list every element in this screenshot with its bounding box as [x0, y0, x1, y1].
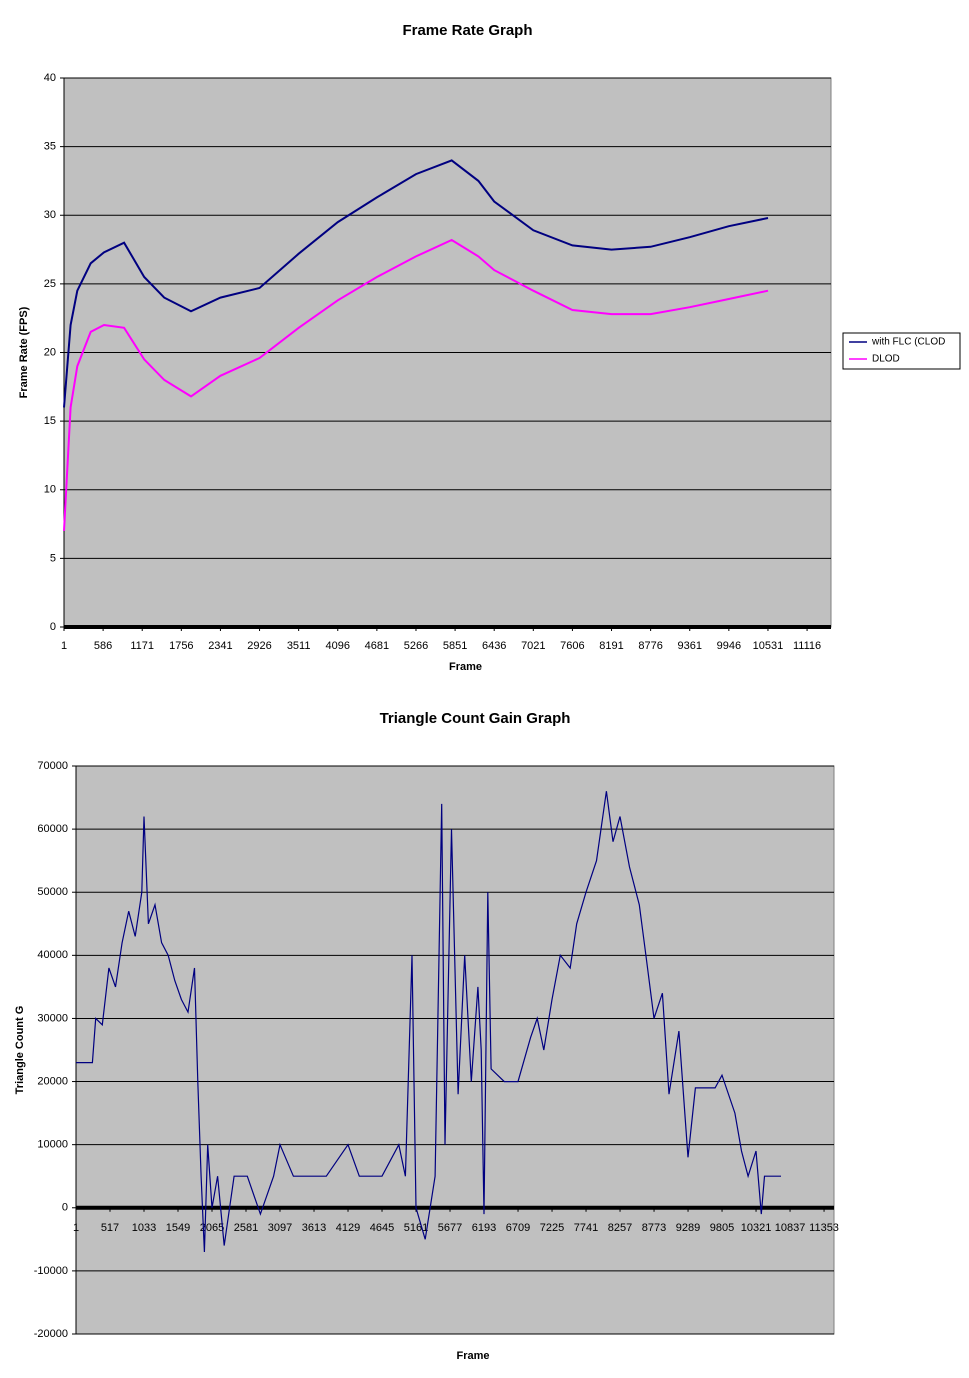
x-tick-label: 10531 — [753, 640, 784, 652]
x-tick-label: 5677 — [438, 1222, 462, 1234]
y-tick-label: 40000 — [37, 949, 68, 961]
x-tick-label: 1549 — [166, 1222, 190, 1234]
x-tick-label: 2341 — [208, 640, 232, 652]
y-tick-label: 10000 — [37, 1139, 68, 1151]
x-tick-label: 4096 — [326, 640, 350, 652]
y-tick-label: 50000 — [37, 886, 68, 898]
x-tick-label: 1756 — [169, 640, 193, 652]
y-tick-label: -20000 — [34, 1328, 68, 1340]
x-tick-label: 3613 — [302, 1222, 326, 1234]
x-tick-label: 5161 — [404, 1222, 428, 1234]
y-tick-label: 30000 — [37, 1012, 68, 1024]
y-tick-label: 60000 — [37, 823, 68, 835]
x-tick-label: 6193 — [472, 1222, 496, 1234]
y-tick-label: 5 — [50, 552, 56, 564]
y-tick-label: 15 — [44, 415, 56, 427]
y-tick-label: 20 — [44, 346, 56, 358]
x-tick-label: 11353 — [809, 1222, 839, 1234]
x-tick-label: 11116 — [793, 640, 821, 652]
x-tick-label: 5851 — [443, 640, 467, 652]
chart-title: Frame Rate Graph — [402, 22, 532, 39]
x-tick-label: 1033 — [132, 1222, 156, 1234]
x-tick-label: 7741 — [574, 1222, 598, 1234]
x-tick-label: 9946 — [717, 640, 741, 652]
x-tick-label: 6436 — [482, 640, 506, 652]
x-tick-label: 10321 — [741, 1222, 772, 1234]
x-tick-label: 9805 — [710, 1222, 734, 1234]
y-tick-label: 40 — [44, 72, 56, 84]
x-tick-label: 8776 — [638, 640, 662, 652]
x-tick-label: 2581 — [234, 1222, 258, 1234]
x-tick-label: 4129 — [336, 1222, 360, 1234]
y-tick-label: 0 — [50, 621, 56, 633]
y-tick-label: 0 — [62, 1202, 68, 1214]
x-tick-label: 4645 — [370, 1222, 394, 1234]
x-tick-label: 7225 — [540, 1222, 564, 1234]
x-tick-label: 1 — [73, 1222, 79, 1234]
x-tick-label: 3097 — [268, 1222, 292, 1234]
x-tick-label: 7021 — [521, 640, 545, 652]
x-tick-label: 10837 — [775, 1222, 806, 1234]
y-tick-label: 20000 — [37, 1075, 68, 1087]
x-tick-label: 8773 — [642, 1222, 666, 1234]
x-tick-label: 9289 — [676, 1222, 700, 1234]
series-line — [63, 238, 769, 531]
x-tick-label: 3511 — [287, 640, 311, 652]
x-tick-label: 2926 — [247, 640, 271, 652]
series-line — [76, 791, 781, 1253]
y-tick-label: 30 — [44, 209, 56, 221]
x-tick-label: 7606 — [560, 640, 584, 652]
y-tick-label: 25 — [44, 278, 56, 290]
x-tick-label: 4681 — [365, 640, 389, 652]
x-tick-label: 1171 — [130, 640, 154, 652]
x-tick-label: 9361 — [677, 640, 701, 652]
x-tick-label: 586 — [94, 640, 112, 652]
y-axis-label: Frame Rate (FPS) — [18, 306, 30, 398]
y-tick-label: 10 — [44, 484, 56, 496]
x-tick-label: 5266 — [404, 640, 428, 652]
x-tick-label: 6709 — [506, 1222, 530, 1234]
y-tick-label: 70000 — [37, 760, 68, 772]
legend-box — [842, 332, 961, 370]
x-axis-label: Frame — [456, 1350, 489, 1362]
x-tick-label: 2065 — [200, 1222, 224, 1234]
y-tick-label: -10000 — [34, 1265, 68, 1277]
x-tick-label: 517 — [101, 1222, 119, 1234]
chart-title: Triangle Count Gain Graph — [380, 710, 571, 727]
x-tick-label: 8257 — [608, 1222, 632, 1234]
legend-label: with FLC (CLOD — [871, 337, 945, 348]
y-axis-label: Triangle Count G — [14, 1006, 26, 1095]
x-tick-label: 8191 — [599, 640, 623, 652]
x-axis-label: Frame — [449, 661, 482, 673]
series-line — [63, 159, 769, 408]
y-tick-label: 35 — [44, 141, 56, 153]
plot-area — [75, 765, 835, 1335]
x-tick-label: 1 — [61, 640, 67, 652]
legend-label: DLOD — [872, 354, 900, 365]
